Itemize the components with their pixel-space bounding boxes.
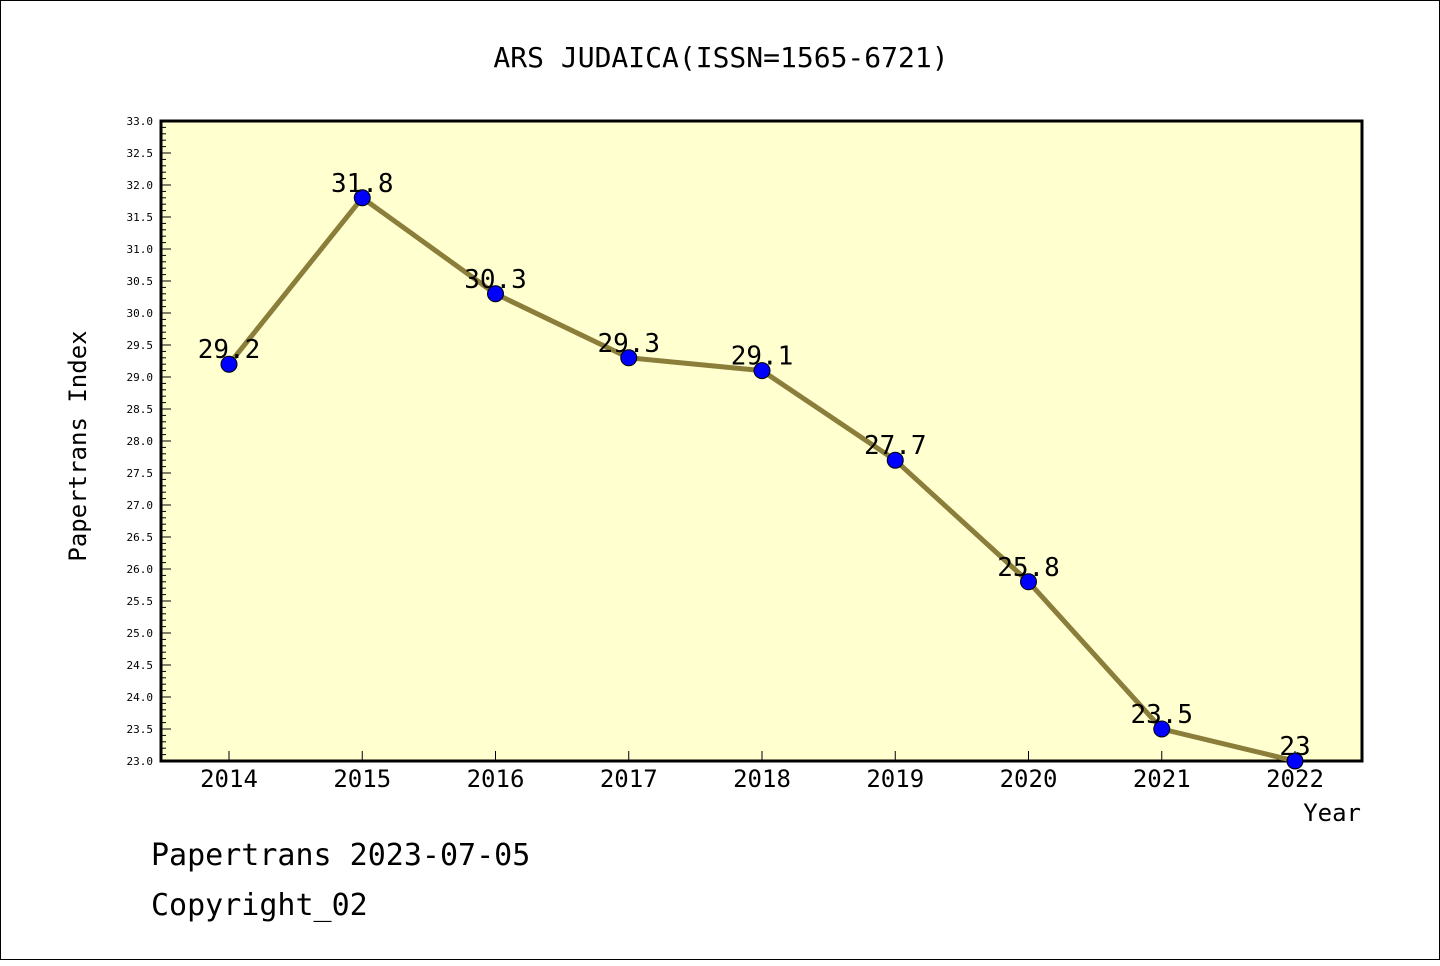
chart-title: ARS JUDAICA(ISSN=1565-6721) xyxy=(493,41,948,74)
data-label: 29.2 xyxy=(198,335,261,365)
data-points xyxy=(220,189,1304,770)
data-label: 27.7 xyxy=(864,431,927,461)
data-point xyxy=(487,285,504,303)
y-tick-label: 25.0 xyxy=(127,627,154,640)
data-label: 23 xyxy=(1279,732,1310,762)
data-labels: 29.2 31.8 30.3 29.3 29.1 27.7 25.8 23.5 23 xyxy=(198,169,1311,762)
x-axis: 2014 2015 2016 2017 2018 2019 2020 2021 2022 xyxy=(200,751,1324,793)
y-tick-label: 31.5 xyxy=(127,211,154,224)
y-tick-label: 28.0 xyxy=(127,435,154,448)
footer-date: Papertrans 2023-07-05 xyxy=(151,838,530,873)
y-tick-label: 32.5 xyxy=(127,147,154,160)
x-axis-label: Year xyxy=(1303,799,1361,827)
y-tick-label: 29.5 xyxy=(127,339,154,352)
y-tick-label: 27.5 xyxy=(127,467,154,480)
y-tick-label: 31.0 xyxy=(127,243,154,256)
y-tick-label: 27.0 xyxy=(127,499,154,512)
y-tick-label: 33.0 xyxy=(127,115,154,128)
x-tick-label: 2018 xyxy=(733,765,791,793)
data-point xyxy=(753,362,771,380)
y-tick-label: 26.5 xyxy=(127,531,154,544)
data-label: 23.5 xyxy=(1130,700,1193,730)
y-tick-label: 24.0 xyxy=(127,691,154,704)
x-tick-label: 2015 xyxy=(333,765,391,793)
x-tick-label: 2014 xyxy=(200,765,258,793)
data-label: 29.1 xyxy=(731,342,794,372)
y-tick-label: 23.0 xyxy=(127,755,154,768)
plot-area xyxy=(159,119,1364,763)
data-point xyxy=(886,451,904,469)
y-tick-label: 24.5 xyxy=(127,659,154,672)
data-point xyxy=(353,189,371,207)
footer-copyright: Copyright_02 xyxy=(151,888,368,923)
x-tick-label: 2016 xyxy=(467,765,525,793)
data-point xyxy=(1286,752,1304,770)
y-tick-label: 26.0 xyxy=(127,563,154,576)
y-tick-label: 30.5 xyxy=(127,275,154,288)
data-point xyxy=(1153,720,1171,738)
x-tick-label: 2022 xyxy=(1266,765,1324,793)
data-label: 30.3 xyxy=(464,265,527,295)
y-axis: 23.0 23.5 24.0 24.5 25.0 25.5 26.0 26.5 27.0 27.5… xyxy=(127,115,171,768)
data-label: 25.8 xyxy=(997,553,1060,583)
x-tick-label: 2021 xyxy=(1133,765,1191,793)
y-tick-label: 32.0 xyxy=(127,179,154,192)
data-point xyxy=(620,349,638,367)
y-tick-label: 25.5 xyxy=(127,595,154,608)
x-tick-label: 2019 xyxy=(866,765,924,793)
y-tick-label: 28.5 xyxy=(127,403,154,416)
data-label: 29.3 xyxy=(597,329,660,359)
data-point xyxy=(1020,573,1037,591)
x-tick-label: 2020 xyxy=(1000,765,1058,793)
data-label: 31.8 xyxy=(331,169,394,199)
y-tick-label: 30.0 xyxy=(127,307,154,320)
y-tick-label: 29.0 xyxy=(127,371,154,384)
x-tick-label: 2017 xyxy=(600,765,658,793)
data-point xyxy=(220,355,238,373)
y-axis-label: Papertrans Index xyxy=(64,330,92,561)
y-tick-label: 23.5 xyxy=(127,723,154,736)
